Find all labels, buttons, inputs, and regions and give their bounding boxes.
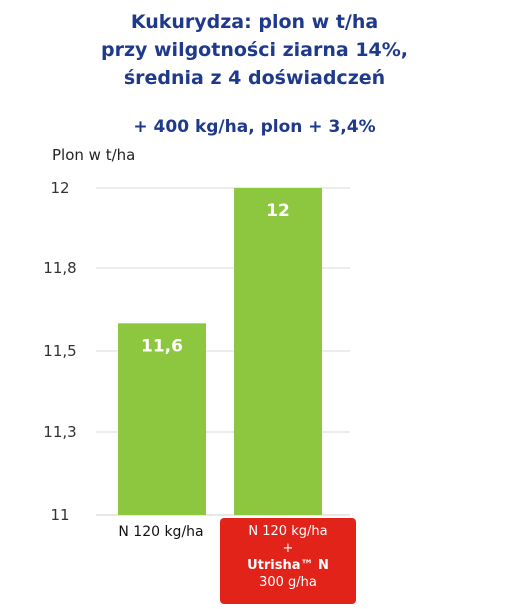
category-label-2-line-1: N 120 kg/ha [248, 524, 328, 539]
chart-title-line-2: przy wilgotności ziarna 14%, [100, 39, 409, 61]
bar-2 [234, 188, 322, 515]
chart-title-line-1: Kukurydza: plon w t/ha [130, 11, 379, 33]
chart-title-line-3: średnia z 4 doświadczeń [123, 67, 386, 89]
bar-1 [118, 323, 206, 515]
category-label-2-line-4: 300 g/ha [259, 575, 317, 590]
y-tick-label-0: 11 [50, 506, 69, 524]
category-label-1: N 120 kg/ha [118, 524, 204, 540]
y-tick-label-1: 11,3 [43, 423, 76, 441]
bar-data-label-2: 12 [266, 201, 290, 221]
y-tick-label-3: 11,8 [43, 259, 76, 277]
chart-subtitle: + 400 kg/ha, plon + 3,4% [133, 117, 376, 137]
y-tick-label-2: 11,5 [43, 342, 76, 360]
category-label-2-highlight: N 120 kg/ha + Utrisha™ N 300 g/ha [220, 518, 356, 604]
y-axis-label: Plon w t/ha [52, 146, 136, 164]
category-label-2-line-3: Utrisha™ N [247, 558, 329, 573]
category-label-2-line-2: + [282, 541, 294, 556]
y-tick-label-4: 12 [50, 179, 69, 197]
chart-title: Kukurydza: plon w t/ha przy wilgotności … [0, 8, 509, 92]
bar-data-label-1: 11,6 [141, 336, 183, 356]
